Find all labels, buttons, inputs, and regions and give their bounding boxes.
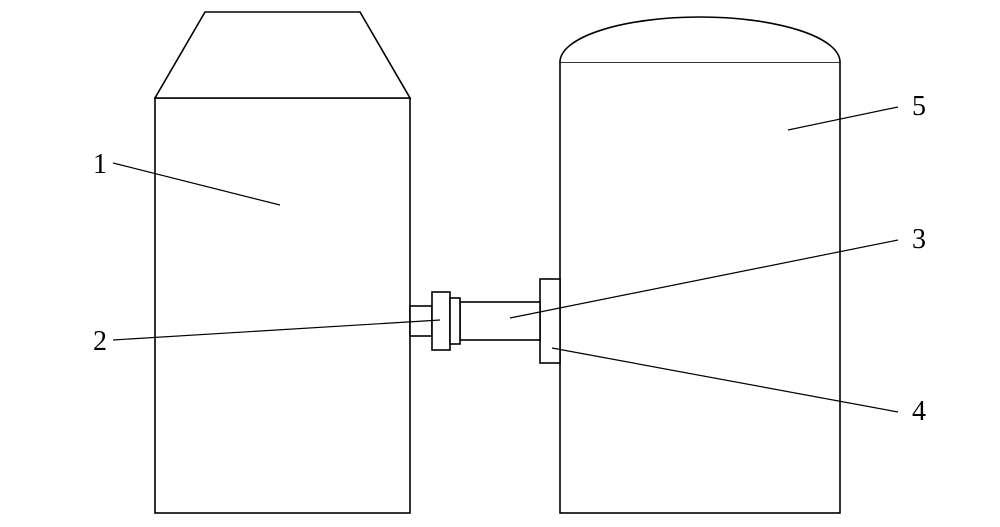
diagram-canvas: 1 2 5 3 4 <box>0 0 1000 527</box>
callout-label-2: 2 <box>93 326 107 357</box>
callout-label-3: 3 <box>912 224 926 255</box>
callout-label-5: 5 <box>912 91 926 122</box>
left-vessel-body <box>155 98 410 513</box>
connector-flange <box>432 292 450 350</box>
background <box>0 0 1000 527</box>
connector-pipe <box>460 302 540 340</box>
callout-label-1: 1 <box>93 149 107 180</box>
connector-mount-plate <box>540 279 560 363</box>
callout-label-4: 4 <box>912 396 926 427</box>
connector-collar <box>450 298 460 344</box>
right-vessel-body <box>560 62 840 513</box>
